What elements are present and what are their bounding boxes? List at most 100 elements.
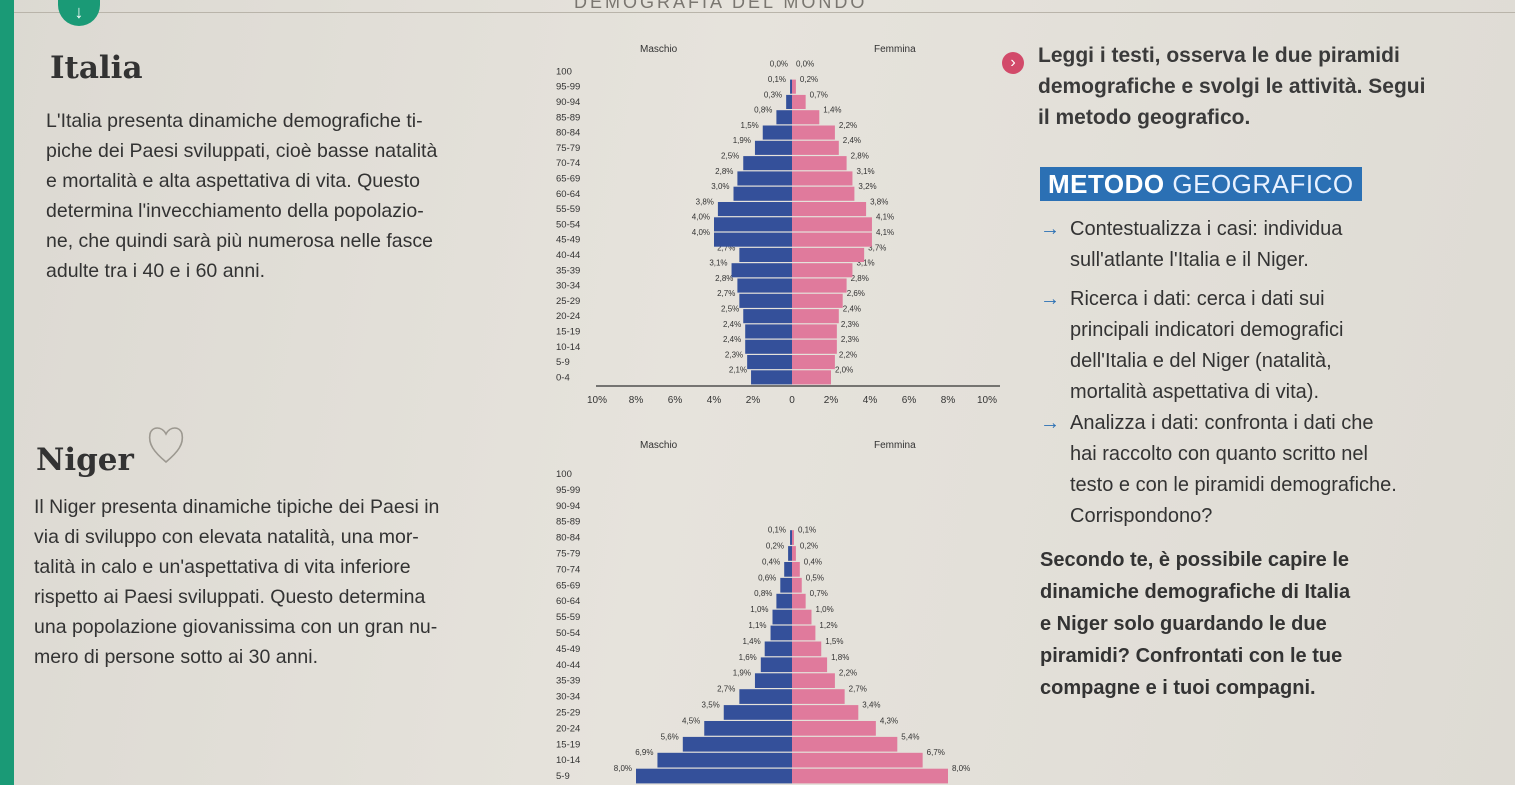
page-header-title: DEMOGRAFIA DEL MONDO (574, 0, 868, 12)
value-label-maschio: 5,6% (661, 732, 679, 741)
question-line: dinamiche demografiche di Italia (1040, 581, 1351, 603)
bar-maschio (739, 293, 792, 308)
value-label-maschio: 2,7% (717, 243, 735, 252)
bar-femmina (792, 110, 820, 125)
bar-femmina (792, 156, 847, 171)
discussion-question: Secondo te, è possibile capire le dinami… (1040, 544, 1510, 704)
value-label-maschio: 2,8% (715, 274, 733, 283)
bar-femmina (792, 705, 859, 720)
value-label-maschio: 3,1% (709, 259, 727, 268)
age-tick-label: 5-9 (556, 771, 570, 782)
bar-femmina (792, 657, 828, 673)
value-label-femmina: 3,7% (868, 243, 886, 252)
value-label-femmina: 3,1% (856, 167, 874, 176)
value-label-femmina: 0,2% (800, 542, 818, 551)
bar-femmina (792, 355, 835, 370)
value-label-maschio: 2,7% (717, 289, 735, 298)
bar-maschio (747, 355, 792, 370)
step-line: individua (1263, 218, 1343, 240)
bar-maschio (751, 370, 792, 385)
age-tick-label: 20-24 (556, 723, 580, 734)
value-label-maschio: 2,1% (729, 366, 747, 375)
value-label-femmina: 2,2% (839, 350, 857, 359)
geografico-word: GEOGRAFICO (1172, 169, 1354, 199)
step-line: cerca i dati sui (1196, 288, 1325, 310)
x-tick-label: 8% (629, 395, 644, 406)
bar-femmina (792, 721, 876, 736)
value-label-femmina: 2,4% (843, 136, 861, 145)
legend-femmina: Femmina (874, 440, 916, 451)
value-label-maschio: 4,0% (692, 228, 710, 237)
step-line: confronta i dati che (1204, 412, 1374, 434)
bar-maschio (772, 609, 792, 625)
arrow-right-icon: → (1040, 218, 1060, 240)
x-tick-label: 2% (746, 395, 761, 406)
bar-maschio (784, 562, 792, 577)
bar-maschio (788, 546, 792, 561)
value-label-maschio: 1,1% (748, 621, 766, 630)
value-label-femmina: 2,0% (835, 366, 853, 375)
metodo-word: METODO (1048, 169, 1165, 199)
question-line: e Niger solo guardando le due (1040, 613, 1327, 635)
value-label-maschio: 0,1% (768, 75, 786, 84)
bar-femmina (792, 79, 796, 94)
bar-maschio (770, 625, 792, 641)
step-label: Analizza i dati: (1070, 412, 1199, 434)
value-label-femmina: 2,2% (839, 121, 857, 130)
bar-femmina (792, 593, 806, 609)
metodo-geografico-badge: METODO GEOGRAFICO (1040, 167, 1362, 201)
age-tick-label: 70-74 (556, 158, 580, 169)
question-line: Secondo te, è possibile capire le (1040, 549, 1349, 571)
value-label-maschio: 2,4% (723, 335, 741, 344)
value-label-maschio: 4,0% (692, 213, 710, 222)
bar-maschio (754, 673, 792, 688)
age-tick-label: 25-29 (556, 707, 580, 718)
step-line: Corrispondono? (1070, 505, 1213, 527)
bar-femmina (792, 689, 845, 704)
x-tick-label: 0 (789, 395, 795, 406)
age-tick-label: 20-24 (556, 311, 580, 322)
value-label-maschio: 2,3% (725, 350, 743, 359)
bar-maschio (743, 156, 792, 171)
bar-femmina (792, 577, 802, 593)
age-tick-label: 35-39 (556, 265, 580, 276)
value-label-maschio: 2,5% (721, 152, 739, 161)
bar-femmina (792, 546, 796, 561)
intro-line: Leggi i testi, osserva le due piramidi (1038, 44, 1400, 67)
bar-maschio (754, 140, 792, 155)
age-tick-label: 95-99 (556, 485, 580, 496)
bar-femmina (792, 673, 835, 688)
value-label-maschio: 1,6% (739, 653, 757, 662)
bar-maschio (790, 79, 792, 94)
age-tick-label: 15-19 (556, 326, 580, 337)
value-label-femmina: 4,1% (876, 228, 894, 237)
age-tick-label: 65-69 (556, 173, 580, 184)
value-label-femmina: 1,5% (825, 637, 843, 646)
bar-femmina (792, 370, 831, 385)
heart-icon (148, 427, 184, 464)
value-label-femmina: 4,1% (876, 213, 894, 222)
bar-femmina (792, 217, 872, 232)
value-label-femmina: 1,8% (831, 653, 849, 662)
value-label-femmina: 2,8% (851, 152, 869, 161)
arrow-circle-icon: › (1002, 52, 1024, 74)
legend-maschio: Maschio (640, 44, 678, 55)
value-label-femmina: 0,7% (810, 90, 828, 99)
bar-femmina (792, 324, 837, 339)
age-tick-label: 100 (556, 469, 572, 480)
value-label-femmina: 2,2% (839, 669, 857, 678)
age-tick-label: 40-44 (556, 250, 580, 261)
x-tick-label: 4% (707, 395, 722, 406)
bar-maschio (745, 339, 792, 354)
bar-femmina (792, 339, 837, 354)
age-tick-label: 75-79 (556, 548, 580, 559)
legend-femmina: Femmina (874, 44, 916, 55)
italia-title: Italia (50, 50, 143, 86)
niger-line: mero di persone sotto ai 30 anni. (34, 646, 319, 668)
age-tick-label: 55-59 (556, 204, 580, 215)
bar-femmina (792, 278, 847, 293)
value-label-maschio: 2,5% (721, 305, 739, 314)
bar-maschio (743, 309, 792, 324)
bar-maschio (776, 593, 792, 609)
